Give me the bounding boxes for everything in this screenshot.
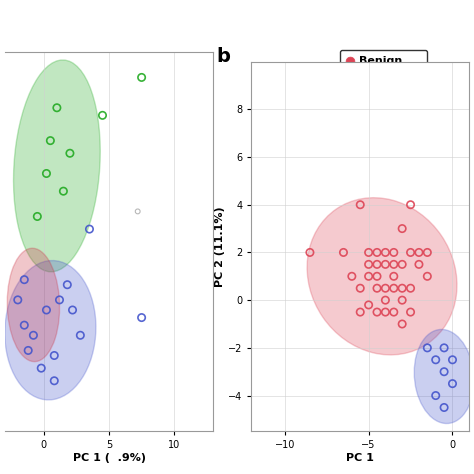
Point (424, 273, 431, 280)
Point (407, 249, 414, 256)
Point (365, 273, 373, 280)
Point (382, 296, 389, 304)
Point (29, 331, 37, 339)
Ellipse shape (5, 261, 96, 400)
Point (46, 137, 54, 145)
Point (306, 249, 314, 256)
Point (432, 356, 439, 364)
Point (53, 104, 61, 111)
Point (373, 273, 381, 280)
X-axis label: PC 1: PC 1 (346, 453, 374, 463)
Point (373, 284, 381, 292)
Point (138, 73, 146, 81)
Point (382, 284, 389, 292)
Point (398, 261, 406, 268)
Point (432, 392, 439, 400)
Point (373, 308, 381, 316)
Point (440, 368, 448, 375)
Text: b: b (216, 47, 230, 66)
Ellipse shape (414, 329, 474, 424)
Point (60, 187, 67, 195)
Point (382, 308, 389, 316)
Point (382, 249, 389, 256)
Point (64, 281, 71, 289)
Point (407, 284, 414, 292)
Point (356, 201, 364, 209)
Point (340, 249, 347, 256)
Point (390, 261, 398, 268)
Point (382, 261, 389, 268)
Legend: Benign, Control, Malignant: Benign, Control, Malignant (340, 50, 427, 98)
Point (415, 261, 423, 268)
Point (398, 284, 406, 292)
Point (398, 296, 406, 304)
Point (365, 249, 373, 256)
Point (43, 306, 50, 314)
Point (20, 276, 28, 283)
Point (440, 344, 448, 352)
Y-axis label: PC 2 (11.1%): PC 2 (11.1%) (215, 206, 225, 287)
Point (76, 331, 84, 339)
Point (373, 261, 381, 268)
Point (415, 249, 423, 256)
Point (134, 208, 141, 215)
Point (14, 296, 22, 304)
Point (365, 261, 373, 268)
Ellipse shape (307, 198, 457, 355)
Point (449, 356, 456, 364)
Point (424, 344, 431, 352)
Ellipse shape (14, 60, 100, 272)
Point (20, 321, 28, 329)
Point (407, 201, 414, 209)
Point (69, 306, 76, 314)
Point (56, 296, 64, 304)
Point (365, 301, 373, 309)
Point (43, 170, 50, 177)
Point (424, 249, 431, 256)
Point (390, 284, 398, 292)
Point (440, 404, 448, 411)
Point (356, 284, 364, 292)
Point (37, 365, 45, 372)
Point (99, 111, 106, 119)
Point (138, 314, 146, 321)
Point (348, 273, 356, 280)
Point (398, 225, 406, 232)
Point (449, 380, 456, 387)
Point (51, 377, 58, 384)
Point (356, 308, 364, 316)
Point (407, 308, 414, 316)
Point (66, 149, 74, 157)
Point (398, 320, 406, 328)
Point (390, 249, 398, 256)
Point (25, 346, 32, 354)
X-axis label: PC 1 (  .9%): PC 1 ( .9%) (73, 453, 146, 463)
Point (390, 273, 398, 280)
Point (373, 249, 381, 256)
Point (51, 352, 58, 359)
Ellipse shape (7, 248, 60, 362)
Point (86, 225, 93, 233)
Point (34, 213, 41, 220)
Point (390, 308, 398, 316)
